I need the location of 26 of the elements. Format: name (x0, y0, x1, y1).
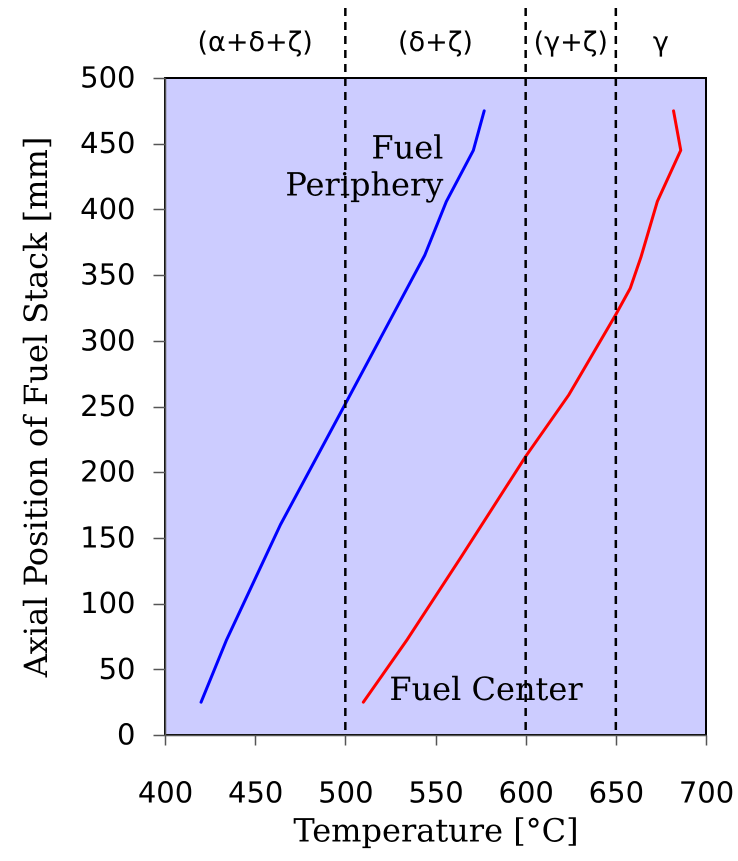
text: (γ+ζ) (534, 27, 608, 58)
x-tick-label: 600 (498, 776, 554, 810)
x-tick-label: 650 (588, 776, 644, 810)
series-label: Fuel Center (389, 670, 584, 708)
y-tick-label: 350 (80, 258, 136, 292)
x-tick-label: 700 (678, 776, 734, 810)
text: γ (652, 27, 669, 58)
y-tick-label: 400 (80, 192, 136, 226)
text: (δ+ζ) (398, 27, 473, 58)
series-label: Fuel Periphery (285, 128, 444, 204)
y-tick-label: 50 (98, 652, 136, 686)
y-tick-label: 0 (117, 718, 136, 752)
x-tick-label: 400 (138, 776, 194, 810)
y-tick-label: 500 (80, 60, 136, 94)
x-tick-label: 500 (318, 776, 374, 810)
y-axis-title: Axial Position of Fuel Stack [mm] (17, 136, 56, 678)
y-tick-label: 450 (80, 126, 136, 160)
y-tick-label: 250 (80, 389, 136, 423)
text: (α+δ+ζ) (198, 27, 313, 58)
x-tick-label: 450 (228, 776, 284, 810)
x-tick-label: 550 (408, 776, 464, 810)
y-tick-label: 300 (80, 323, 136, 358)
y-tick-label: 200 (80, 454, 136, 489)
y-tick-label: 150 (80, 520, 136, 554)
y-tick-label: 100 (80, 586, 136, 620)
x-axis-title: Temperature [°C] (293, 812, 579, 850)
